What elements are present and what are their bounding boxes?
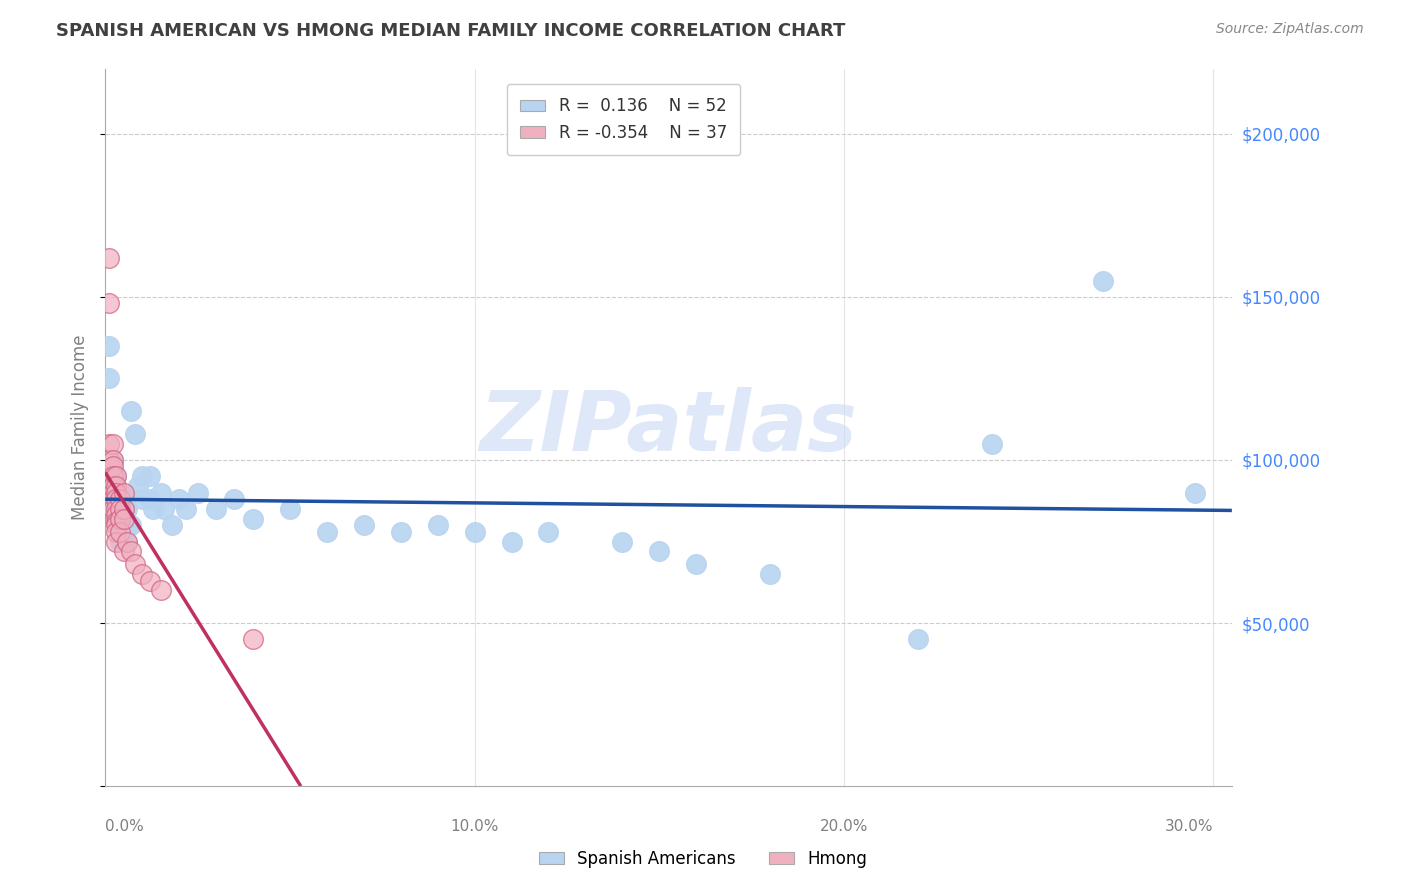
- Point: [127, 479, 149, 493]
- Point: [389, 524, 412, 539]
- Point: [242, 632, 264, 647]
- Point: [101, 502, 124, 516]
- Point: [138, 492, 160, 507]
- Point: [124, 426, 146, 441]
- Text: 0.0%: 0.0%: [105, 819, 143, 834]
- Point: [108, 518, 131, 533]
- Point: [1091, 274, 1114, 288]
- Legend: R =  0.136    N = 52, R = -0.354    N = 37: R = 0.136 N = 52, R = -0.354 N = 37: [506, 84, 740, 155]
- Point: [105, 508, 128, 523]
- Point: [464, 524, 486, 539]
- Point: [97, 371, 120, 385]
- Point: [278, 502, 301, 516]
- Point: [101, 479, 124, 493]
- Point: [101, 485, 124, 500]
- Text: 30.0%: 30.0%: [1166, 819, 1213, 834]
- Point: [142, 502, 165, 516]
- Point: [105, 492, 128, 507]
- Point: [108, 534, 131, 549]
- Point: [907, 632, 929, 647]
- Point: [1184, 485, 1206, 500]
- Point: [187, 485, 209, 500]
- Text: Source: ZipAtlas.com: Source: ZipAtlas.com: [1216, 22, 1364, 37]
- Point: [315, 524, 337, 539]
- Point: [112, 544, 135, 558]
- Point: [101, 502, 124, 516]
- Point: [97, 296, 120, 310]
- Point: [759, 567, 782, 582]
- Point: [117, 534, 139, 549]
- Point: [149, 583, 172, 598]
- Point: [648, 544, 671, 558]
- Text: 20.0%: 20.0%: [820, 819, 868, 834]
- Point: [612, 534, 634, 549]
- Text: SPANISH AMERICAN VS HMONG MEDIAN FAMILY INCOME CORRELATION CHART: SPANISH AMERICAN VS HMONG MEDIAN FAMILY …: [56, 22, 845, 40]
- Point: [117, 518, 139, 533]
- Point: [108, 502, 131, 516]
- Point: [101, 453, 124, 467]
- Legend: Spanish Americans, Hmong: Spanish Americans, Hmong: [531, 844, 875, 875]
- Point: [101, 453, 124, 467]
- Point: [97, 436, 120, 450]
- Point: [97, 339, 120, 353]
- Point: [205, 502, 228, 516]
- Point: [101, 485, 124, 500]
- Point: [112, 511, 135, 525]
- Point: [105, 515, 128, 529]
- Point: [105, 502, 128, 516]
- Point: [117, 502, 139, 516]
- Point: [685, 558, 707, 572]
- Point: [105, 492, 128, 507]
- Point: [105, 469, 128, 483]
- Point: [97, 251, 120, 265]
- Y-axis label: Median Family Income: Median Family Income: [72, 334, 89, 520]
- Point: [176, 502, 198, 516]
- Point: [105, 469, 128, 483]
- Point: [501, 534, 523, 549]
- Point: [131, 469, 153, 483]
- Point: [112, 492, 135, 507]
- Point: [149, 485, 172, 500]
- Point: [160, 518, 183, 533]
- Point: [105, 524, 128, 539]
- Point: [153, 502, 176, 516]
- Point: [124, 558, 146, 572]
- Point: [105, 485, 128, 500]
- Point: [131, 567, 153, 582]
- Point: [108, 502, 131, 516]
- Point: [108, 485, 131, 500]
- Point: [112, 511, 135, 525]
- Point: [108, 511, 131, 525]
- Point: [112, 524, 135, 539]
- Point: [353, 518, 375, 533]
- Point: [105, 534, 128, 549]
- Point: [112, 485, 135, 500]
- Point: [105, 518, 128, 533]
- Point: [426, 518, 449, 533]
- Point: [108, 524, 131, 539]
- Point: [101, 469, 124, 483]
- Point: [108, 492, 131, 507]
- Point: [537, 524, 560, 539]
- Point: [131, 492, 153, 507]
- Text: 10.0%: 10.0%: [450, 819, 499, 834]
- Point: [101, 492, 124, 507]
- Point: [242, 511, 264, 525]
- Point: [105, 479, 128, 493]
- Point: [112, 502, 135, 516]
- Point: [120, 544, 142, 558]
- Point: [97, 453, 120, 467]
- Point: [105, 511, 128, 525]
- Point: [138, 469, 160, 483]
- Point: [980, 436, 1002, 450]
- Point: [117, 534, 139, 549]
- Text: ZIPatlas: ZIPatlas: [479, 387, 858, 467]
- Point: [224, 492, 246, 507]
- Point: [167, 492, 190, 507]
- Point: [138, 574, 160, 588]
- Point: [120, 518, 142, 533]
- Point: [120, 404, 142, 418]
- Point: [101, 436, 124, 450]
- Point: [101, 459, 124, 474]
